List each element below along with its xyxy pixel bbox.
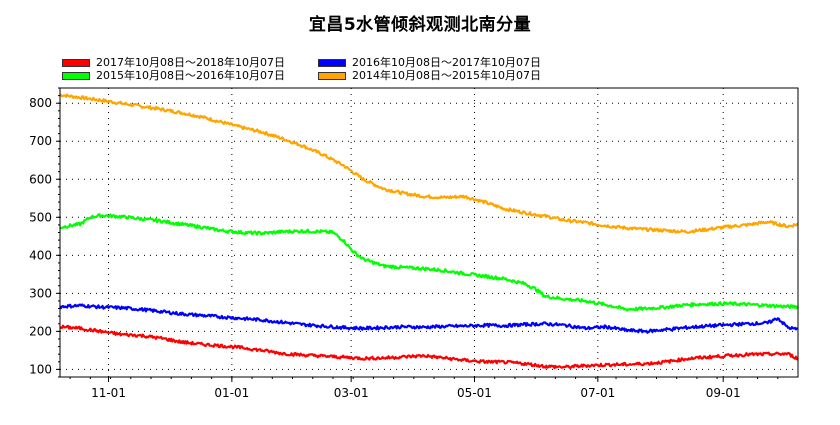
x-tick-label: 03-01: [334, 386, 369, 400]
legend-label-2014: 2014年10月08日～2015年10月07日: [352, 69, 541, 82]
y-tick-label: 800: [29, 96, 52, 110]
chart-title: 宜昌5水管倾斜观测北南分量: [308, 15, 532, 35]
x-tick-label: 09-01: [706, 386, 741, 400]
legend-item-2017: 2017年10月08日～2018年10月07日: [62, 56, 285, 69]
x-tick-label: 11-01: [91, 386, 126, 400]
legend-swatch-2016: [318, 58, 346, 67]
legend-label-2015: 2015年10月08日～2016年10月07日: [96, 69, 285, 82]
y-tick-label: 500: [29, 210, 52, 224]
legend-label-2016: 2016年10月08日～2017年10月07日: [352, 56, 541, 69]
x-tick-label: 05-01: [457, 386, 492, 400]
legend-swatch-2017: [62, 58, 90, 67]
y-tick-label: 600: [29, 172, 52, 186]
legend-swatch-2015: [62, 71, 90, 80]
legend-label-2017: 2017年10月08日～2018年10月07日: [96, 56, 285, 69]
legend-swatch-2014: [318, 71, 346, 80]
y-tick-label: 400: [29, 248, 52, 262]
y-tick-label: 100: [29, 362, 52, 376]
x-tick-label: 01-01: [214, 386, 249, 400]
y-tick-label: 300: [29, 286, 52, 300]
legend-item-2014: 2014年10月08日～2015年10月07日: [318, 69, 541, 82]
y-tick-label: 200: [29, 324, 52, 338]
series-line-4: [59, 93, 799, 234]
legend-item-2016: 2016年10月08日～2017年10月07日: [318, 56, 541, 69]
x-tick-label: 07-01: [580, 386, 615, 400]
series-line-2: [59, 303, 799, 334]
legend-item-2015: 2015年10月08日～2016年10月07日: [62, 69, 285, 82]
series-line-1: [59, 324, 799, 370]
series-line-3: [59, 213, 799, 312]
y-tick-label: 700: [29, 134, 52, 148]
